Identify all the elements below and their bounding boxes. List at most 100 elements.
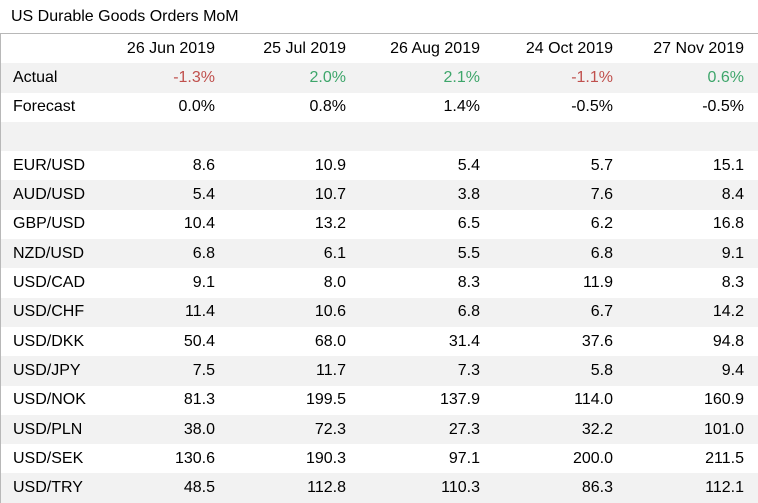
- header-date-cell: 26 Jun 2019: [126, 39, 215, 57]
- pair-value-cell: 5.7: [590, 156, 613, 174]
- pair-label: USD/DKK: [13, 332, 85, 350]
- pair-value-cell: 5.4: [99, 180, 229, 210]
- pair-value-cell: 6.7: [494, 297, 627, 327]
- pair-label: USD/CHF: [1, 297, 99, 327]
- pair-value-cell: 101.0: [627, 414, 758, 445]
- pair-row: USD/CHF 11.4 10.6 6.8 6.7 14.2: [1, 297, 758, 327]
- pair-value-cell: 15.1: [712, 156, 744, 174]
- pair-value-cell: 32.2: [494, 414, 627, 445]
- pair-value-cell: 110.3: [360, 473, 494, 503]
- forecast-row: Forecast 0.0% 0.8% 1.4% -0.5% -0.5%: [1, 93, 758, 122]
- header-row: 26 Jun 2019 25 Jul 2019 26 Aug 2019 24 O…: [1, 34, 758, 63]
- actual-value-cell: -1.3%: [99, 63, 229, 93]
- pair-row: USD/CAD 9.1 8.0 8.3 11.9 8.3: [1, 268, 758, 297]
- pair-value-cell: 8.6: [192, 156, 215, 174]
- header-date-cell: 27 Nov 2019: [653, 39, 744, 57]
- pair-value-cell: 160.9: [703, 391, 744, 409]
- pair-value-cell: 112.8: [229, 473, 360, 503]
- pair-value-cell: 6.2: [590, 215, 613, 233]
- pair-row: USD/PLN 38.0 72.3 27.3 32.2 101.0: [1, 414, 758, 445]
- pair-value-cell: 8.0: [323, 274, 346, 292]
- pair-value-cell: 7.6: [494, 180, 627, 210]
- pair-label: EUR/USD: [13, 156, 86, 174]
- actual-row: Actual -1.3% 2.0% 2.1% -1.1% 0.6%: [1, 63, 758, 93]
- pair-value-cell: 6.1: [229, 239, 360, 269]
- pair-value-cell: 10.9: [314, 156, 346, 174]
- pair-value-cell: 5.5: [360, 239, 494, 269]
- pair-value-cell: 6.8: [99, 239, 229, 269]
- pair-row: NZD/USD 6.8 6.1 5.5 6.8 9.1: [1, 239, 758, 269]
- pair-row: USD/DKK 50.4 68.0 31.4 37.6 94.8: [1, 327, 758, 356]
- actual-value-cell: 0.6%: [627, 63, 758, 93]
- pair-value-cell: 3.8: [360, 180, 494, 210]
- table-title: US Durable Goods Orders MoM: [11, 8, 239, 25]
- pair-value-cell: 5.4: [457, 156, 480, 174]
- pair-value-cell: 9.1: [627, 239, 758, 269]
- pair-row: AUD/USD 5.4 10.7 3.8 7.6 8.4: [1, 180, 758, 210]
- pair-value-cell: 13.2: [314, 215, 346, 233]
- spacer-row: [1, 121, 758, 152]
- pair-label: USD/CAD: [13, 274, 86, 292]
- pair-value-cell: 200.0: [572, 449, 613, 467]
- pair-value-cell: 14.2: [627, 297, 758, 327]
- pair-value-cell: 9.4: [627, 356, 758, 386]
- pair-row: USD/SEK 130.6 190.3 97.1 200.0 211.5: [1, 444, 758, 473]
- header-corner-cell: [1, 34, 99, 63]
- pair-value-cell: 190.3: [305, 449, 346, 467]
- pair-value-cell: 8.3: [721, 274, 744, 292]
- pair-value-cell: 10.7: [229, 180, 360, 210]
- forecast-value-cell: 1.4%: [443, 98, 480, 116]
- pair-row: USD/NOK 81.3 199.5 137.9 114.0 160.9: [1, 386, 758, 415]
- header-date-cell: 26 Aug 2019: [390, 39, 480, 57]
- pair-value-cell: 9.1: [192, 274, 215, 292]
- pair-value-cell: 6.8: [494, 239, 627, 269]
- header-date-cell: 25 Jul 2019: [263, 39, 346, 57]
- spacer-cell: [1, 121, 758, 152]
- pair-value-cell: 31.4: [448, 332, 480, 350]
- pair-value-cell: 27.3: [360, 414, 494, 445]
- forecast-value-cell: 0.0%: [178, 98, 215, 116]
- pair-value-cell: 10.4: [183, 215, 215, 233]
- pair-label: USD/JPY: [1, 356, 99, 386]
- pair-row: GBP/USD 10.4 13.2 6.5 6.2 16.8: [1, 210, 758, 239]
- pair-value-cell: 112.1: [627, 473, 758, 503]
- header-date-cell: 24 Oct 2019: [525, 39, 613, 57]
- pair-row: USD/TRY 48.5 112.8 110.3 86.3 112.1: [1, 473, 758, 503]
- pair-label: USD/TRY: [1, 473, 99, 503]
- pair-value-cell: 11.9: [583, 274, 613, 292]
- pair-label: USD/SEK: [13, 449, 84, 467]
- pair-value-cell: 5.8: [494, 356, 627, 386]
- data-table: 26 Jun 2019 25 Jul 2019 26 Aug 2019 24 O…: [1, 34, 758, 503]
- pair-label: AUD/USD: [1, 180, 99, 210]
- pair-value-cell: 81.3: [183, 391, 215, 409]
- forecast-value-cell: 0.8%: [309, 98, 346, 116]
- pair-value-cell: 11.4: [99, 297, 229, 327]
- pair-value-cell: 68.0: [314, 332, 346, 350]
- pair-value-cell: 8.3: [457, 274, 480, 292]
- forecast-value-cell: -0.5%: [702, 98, 744, 116]
- pair-label: NZD/USD: [1, 239, 99, 269]
- pair-value-cell: 130.6: [174, 449, 215, 467]
- pair-value-cell: 199.5: [305, 391, 346, 409]
- pair-value-cell: 50.4: [183, 332, 215, 350]
- pair-value-cell: 211.5: [705, 449, 744, 467]
- pair-row: USD/JPY 7.5 11.7 7.3 5.8 9.4: [1, 356, 758, 386]
- row-label: Forecast: [13, 98, 76, 116]
- data-table-container: 26 Jun 2019 25 Jul 2019 26 Aug 2019 24 O…: [0, 33, 758, 503]
- pair-value-cell: 8.4: [627, 180, 758, 210]
- pair-label: USD/PLN: [1, 414, 99, 445]
- pair-value-cell: 38.0: [99, 414, 229, 445]
- row-label: Actual: [1, 63, 99, 93]
- pair-value-cell: 16.8: [712, 215, 744, 233]
- pair-value-cell: 7.5: [99, 356, 229, 386]
- pair-value-cell: 86.3: [494, 473, 627, 503]
- pair-value-cell: 137.9: [439, 391, 480, 409]
- pair-value-cell: 6.5: [457, 215, 480, 233]
- pair-value-cell: 72.3: [229, 414, 360, 445]
- pair-value-cell: 48.5: [99, 473, 229, 503]
- pair-label: GBP/USD: [13, 215, 86, 233]
- pair-value-cell: 94.8: [712, 332, 744, 350]
- actual-value-cell: -1.1%: [494, 63, 627, 93]
- pair-value-cell: 114.0: [574, 391, 613, 409]
- pair-value-cell: 7.3: [360, 356, 494, 386]
